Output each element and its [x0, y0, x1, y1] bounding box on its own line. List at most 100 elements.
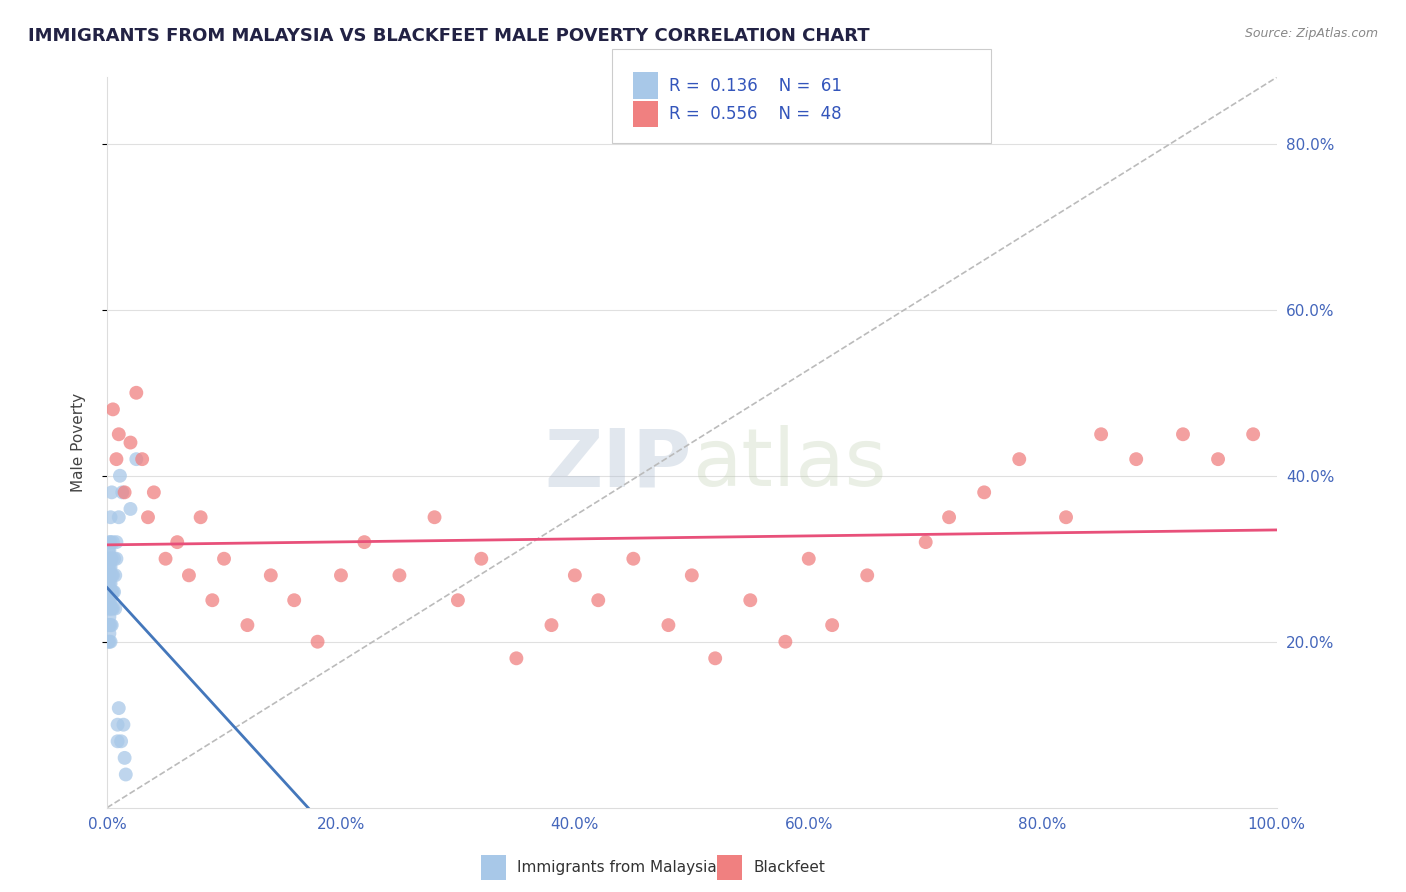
Point — [260, 568, 283, 582]
Point — [108, 468, 131, 483]
Point — [98, 568, 121, 582]
Point — [447, 593, 470, 607]
Point — [98, 601, 121, 615]
Text: R =  0.136    N =  61: R = 0.136 N = 61 — [669, 77, 842, 95]
Point — [98, 593, 121, 607]
Point — [657, 618, 679, 632]
Point — [97, 601, 120, 615]
Point — [97, 618, 120, 632]
Text: ZIP: ZIP — [544, 425, 692, 503]
Point — [856, 568, 879, 582]
Point — [103, 585, 125, 599]
Point — [98, 543, 121, 558]
Point — [100, 618, 122, 632]
Point — [104, 601, 127, 615]
Text: IMMIGRANTS FROM MALAYSIA VS BLACKFEET MALE POVERTY CORRELATION CHART: IMMIGRANTS FROM MALAYSIA VS BLACKFEET MA… — [28, 27, 870, 45]
Point — [105, 551, 128, 566]
Point — [212, 551, 235, 566]
Point — [100, 535, 122, 549]
Point — [136, 510, 159, 524]
Point — [97, 593, 120, 607]
Point — [155, 551, 177, 566]
Point — [100, 551, 122, 566]
Point — [97, 585, 120, 599]
Point — [107, 717, 129, 731]
Point — [330, 568, 353, 582]
Point — [100, 568, 122, 582]
Point — [100, 593, 122, 607]
Point — [101, 585, 124, 599]
Point — [101, 601, 124, 615]
Point — [98, 576, 121, 591]
Point — [114, 485, 136, 500]
Point — [1171, 427, 1194, 442]
Point — [98, 634, 121, 648]
Point — [104, 568, 127, 582]
Point — [740, 593, 762, 607]
Point — [797, 551, 820, 566]
Point — [98, 585, 121, 599]
Point — [201, 593, 224, 607]
Point — [586, 593, 609, 607]
Point — [1090, 427, 1112, 442]
Point — [97, 634, 120, 648]
Point — [103, 551, 125, 566]
Point — [97, 568, 120, 582]
Point — [190, 510, 212, 524]
Point — [388, 568, 411, 582]
Point — [107, 510, 129, 524]
Point — [177, 568, 200, 582]
Point — [98, 535, 121, 549]
Point — [97, 543, 120, 558]
Point — [120, 435, 142, 450]
Point — [775, 634, 797, 648]
Point — [105, 535, 128, 549]
Point — [100, 485, 122, 500]
Point — [621, 551, 644, 566]
Point — [98, 560, 121, 574]
Point — [166, 535, 188, 549]
Point — [97, 568, 120, 582]
Point — [100, 585, 122, 599]
Point — [100, 510, 122, 524]
Point — [114, 767, 136, 781]
Point — [111, 485, 134, 500]
Text: Immigrants from Malaysia: Immigrants from Malaysia — [517, 860, 717, 874]
Point — [125, 452, 148, 467]
Point — [307, 634, 329, 648]
Text: R =  0.556    N =  48: R = 0.556 N = 48 — [669, 105, 842, 123]
Point — [142, 485, 165, 500]
Point — [423, 510, 446, 524]
Text: Blackfeet: Blackfeet — [754, 860, 825, 874]
Point — [100, 634, 122, 648]
Point — [1241, 427, 1264, 442]
Point — [353, 535, 375, 549]
Text: Source: ZipAtlas.com: Source: ZipAtlas.com — [1244, 27, 1378, 40]
Point — [100, 576, 122, 591]
Point — [125, 385, 148, 400]
Point — [101, 535, 124, 549]
Point — [100, 601, 122, 615]
Point — [101, 568, 124, 582]
Point — [681, 568, 703, 582]
Point — [821, 618, 844, 632]
Point — [97, 551, 120, 566]
Point — [540, 618, 562, 632]
Point — [1206, 452, 1229, 467]
Point — [120, 502, 142, 516]
Point — [973, 485, 995, 500]
Point — [100, 618, 122, 632]
Point — [283, 593, 305, 607]
Point — [505, 651, 527, 665]
Point — [100, 560, 122, 574]
Point — [1008, 452, 1031, 467]
Point — [98, 551, 121, 566]
Point — [100, 551, 122, 566]
Point — [914, 535, 936, 549]
Text: atlas: atlas — [692, 425, 886, 503]
Point — [236, 618, 259, 632]
Point — [107, 427, 129, 442]
Point — [564, 568, 586, 582]
Point — [97, 560, 120, 574]
Point — [105, 452, 128, 467]
